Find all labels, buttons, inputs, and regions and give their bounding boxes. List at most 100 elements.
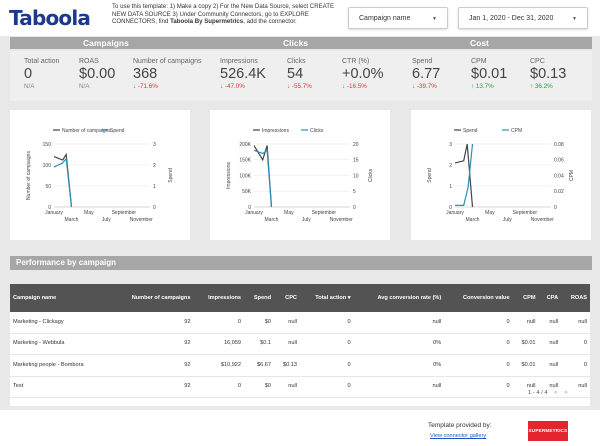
table-cell: $0.1 bbox=[244, 333, 275, 355]
table-cell: Marketing - Webbula bbox=[10, 333, 110, 355]
template-provided-by: Template provided by: bbox=[428, 422, 492, 429]
table-cell: null bbox=[561, 376, 590, 398]
y2-tick-label: 15 bbox=[353, 158, 359, 164]
y-tick-label: 0 bbox=[449, 205, 452, 211]
y-axis-title: Number of campaigns bbox=[26, 151, 32, 200]
kpi-delta: N/A bbox=[24, 83, 35, 90]
series-line bbox=[53, 157, 73, 208]
kpi-card: CPC $0.13 ↑ 36.2% bbox=[530, 58, 566, 90]
column-header[interactable]: Avg conversion rate (%) bbox=[353, 284, 445, 312]
table-cell: null bbox=[274, 312, 300, 334]
y-tick-label: 100 bbox=[43, 163, 52, 169]
table-cell: 92 bbox=[109, 333, 194, 355]
y-tick-label: 200K bbox=[239, 142, 251, 148]
date-range-picker[interactable]: Jan 1, 2020 - Dec 31, 2020 ▼ bbox=[458, 7, 588, 29]
table-cell: 0% bbox=[353, 333, 445, 355]
table-cell: $0.13 bbox=[274, 354, 300, 377]
y2-tick-label: 2 bbox=[153, 163, 156, 169]
chart-legend: Spend CPM bbox=[454, 128, 522, 134]
chevron-right-icon[interactable]: > bbox=[564, 390, 568, 396]
table-cell: 0 bbox=[299, 354, 354, 377]
y-tick-label: 50 bbox=[45, 184, 51, 190]
x-tick-label: March bbox=[265, 217, 279, 223]
table-cell: Marketing people - Bombora bbox=[10, 354, 110, 377]
kpi-delta: ↑ 13.7% bbox=[471, 83, 494, 90]
x-tick-label: September bbox=[112, 210, 137, 216]
kpi-delta: ↓ -39.7% bbox=[412, 83, 437, 90]
table-body: Marketing - Clickagy 92 0 $0 null 0 null 0 null n… bbox=[10, 312, 590, 398]
x-tick-label: May bbox=[485, 210, 495, 216]
table-cell: null bbox=[512, 376, 539, 398]
x-tick-label: September bbox=[513, 210, 538, 216]
table-cell: null bbox=[353, 376, 445, 398]
x-tick-label: January bbox=[446, 210, 464, 216]
y2-tick-label: 0.06 bbox=[554, 158, 564, 164]
table-cell: null bbox=[538, 333, 562, 355]
column-header[interactable]: ROAS bbox=[561, 284, 590, 312]
table-cell: $0 bbox=[244, 312, 275, 334]
kpi-delta: ↓ -16.5% bbox=[342, 83, 367, 90]
chart-card-impressions-clicks[interactable]: Impressions Clicks 0 50K 100K 150K 200K 0 5 10 15 2… bbox=[210, 110, 390, 240]
column-header[interactable]: Conversion value bbox=[444, 284, 513, 312]
table-cell: 0 bbox=[193, 376, 245, 398]
table-pagination: 1 - 4 / 4 < > bbox=[528, 390, 568, 396]
column-header[interactable]: Impressions bbox=[193, 284, 245, 312]
chart-card-campaigns-spend[interactable]: Number of campaigns Spend 0 50 100 150 0 1 2 3 Jan… bbox=[10, 110, 190, 240]
table-cell: null bbox=[561, 312, 590, 334]
performance-table: Campaign name Number of campaigns Impressi… bbox=[10, 284, 590, 398]
table-cell: 92 bbox=[109, 376, 194, 398]
table-cell: null bbox=[538, 312, 562, 334]
table-cell: $0.01 bbox=[512, 354, 539, 377]
column-header[interactable]: CPC bbox=[274, 284, 300, 312]
y2-tick-label: 0.08 bbox=[554, 142, 564, 148]
series-line bbox=[455, 143, 474, 207]
kpi-delta: ↑ 36.2% bbox=[530, 83, 553, 90]
table-cell: $0 bbox=[244, 376, 275, 398]
campaign-name-filter[interactable]: Campaign name ▼ bbox=[348, 7, 448, 29]
x-tick-label: January bbox=[245, 210, 263, 216]
legend-label: Impressions bbox=[262, 128, 289, 134]
column-header[interactable]: Spend bbox=[244, 284, 275, 312]
column-header[interactable]: Number of campaigns bbox=[109, 284, 194, 312]
instructions-text: To use this template: 1) Make a copy 2) … bbox=[112, 3, 335, 26]
x-tick-label: May bbox=[84, 210, 94, 216]
kpi-label: Impressions bbox=[220, 58, 258, 65]
kpi-value: $0.00 bbox=[79, 66, 116, 82]
y-tick-label: 150 bbox=[43, 142, 52, 148]
kpi-value: 6.77 bbox=[412, 66, 441, 82]
x-tick-label: May bbox=[284, 210, 294, 216]
x-tick-label: November bbox=[531, 217, 554, 223]
view-connector-gallery-link[interactable]: View connector gallery bbox=[430, 433, 487, 439]
kpi-panel bbox=[10, 51, 592, 101]
kpi-delta: ↓ -47.0% bbox=[220, 83, 245, 90]
table-cell: null bbox=[512, 312, 539, 334]
y2-tick-label: 0.02 bbox=[554, 189, 564, 195]
kpi-section-header bbox=[10, 37, 592, 49]
kpi-label: ROAS bbox=[79, 58, 99, 65]
chart-card-spend-cpm[interactable]: Spend CPM 0 1 2 3 0 0.02 0.04 0.06 0.08 January May S… bbox=[411, 110, 591, 240]
column-header[interactable]: Total action ▾ bbox=[299, 284, 354, 312]
kpi-card: CTR (%) +0.0% ↓ -16.5% bbox=[342, 58, 384, 90]
column-header[interactable]: CPA bbox=[538, 284, 562, 312]
section-title-cost: Cost bbox=[470, 38, 489, 48]
x-tick-label: September bbox=[312, 210, 337, 216]
table-header-row: Campaign name Number of campaigns Impressi… bbox=[10, 284, 590, 312]
kpi-delta: ↓ -71.6% bbox=[133, 83, 158, 90]
kpi-label: CPC bbox=[530, 58, 545, 65]
column-header[interactable]: CPM bbox=[512, 284, 539, 312]
performance-section-header: Performance by campaign bbox=[10, 256, 592, 270]
kpi-delta: N/A bbox=[79, 83, 90, 90]
y2-tick-label: 3 bbox=[153, 142, 156, 148]
table-cell: $6.67 bbox=[244, 354, 275, 377]
y-tick-label: 100K bbox=[239, 173, 251, 179]
column-header[interactable]: Campaign name bbox=[10, 284, 110, 312]
chart-spend-cpm: Spend CPM 0 1 2 3 0 0.02 0.04 0.06 0.08 January May S… bbox=[427, 128, 575, 223]
table-cell: 0% bbox=[353, 354, 445, 377]
y-tick-label: 0 bbox=[248, 205, 251, 211]
y2-axis-title: Clicks bbox=[368, 168, 374, 182]
supermetrics-logo[interactable]: SUPERMETRICS bbox=[528, 421, 568, 441]
kpi-value: +0.0% bbox=[342, 66, 384, 82]
section-title-campaigns: Campaigns bbox=[83, 38, 129, 48]
x-tick-label: July bbox=[302, 217, 311, 223]
chevron-left-icon[interactable]: < bbox=[554, 390, 558, 396]
